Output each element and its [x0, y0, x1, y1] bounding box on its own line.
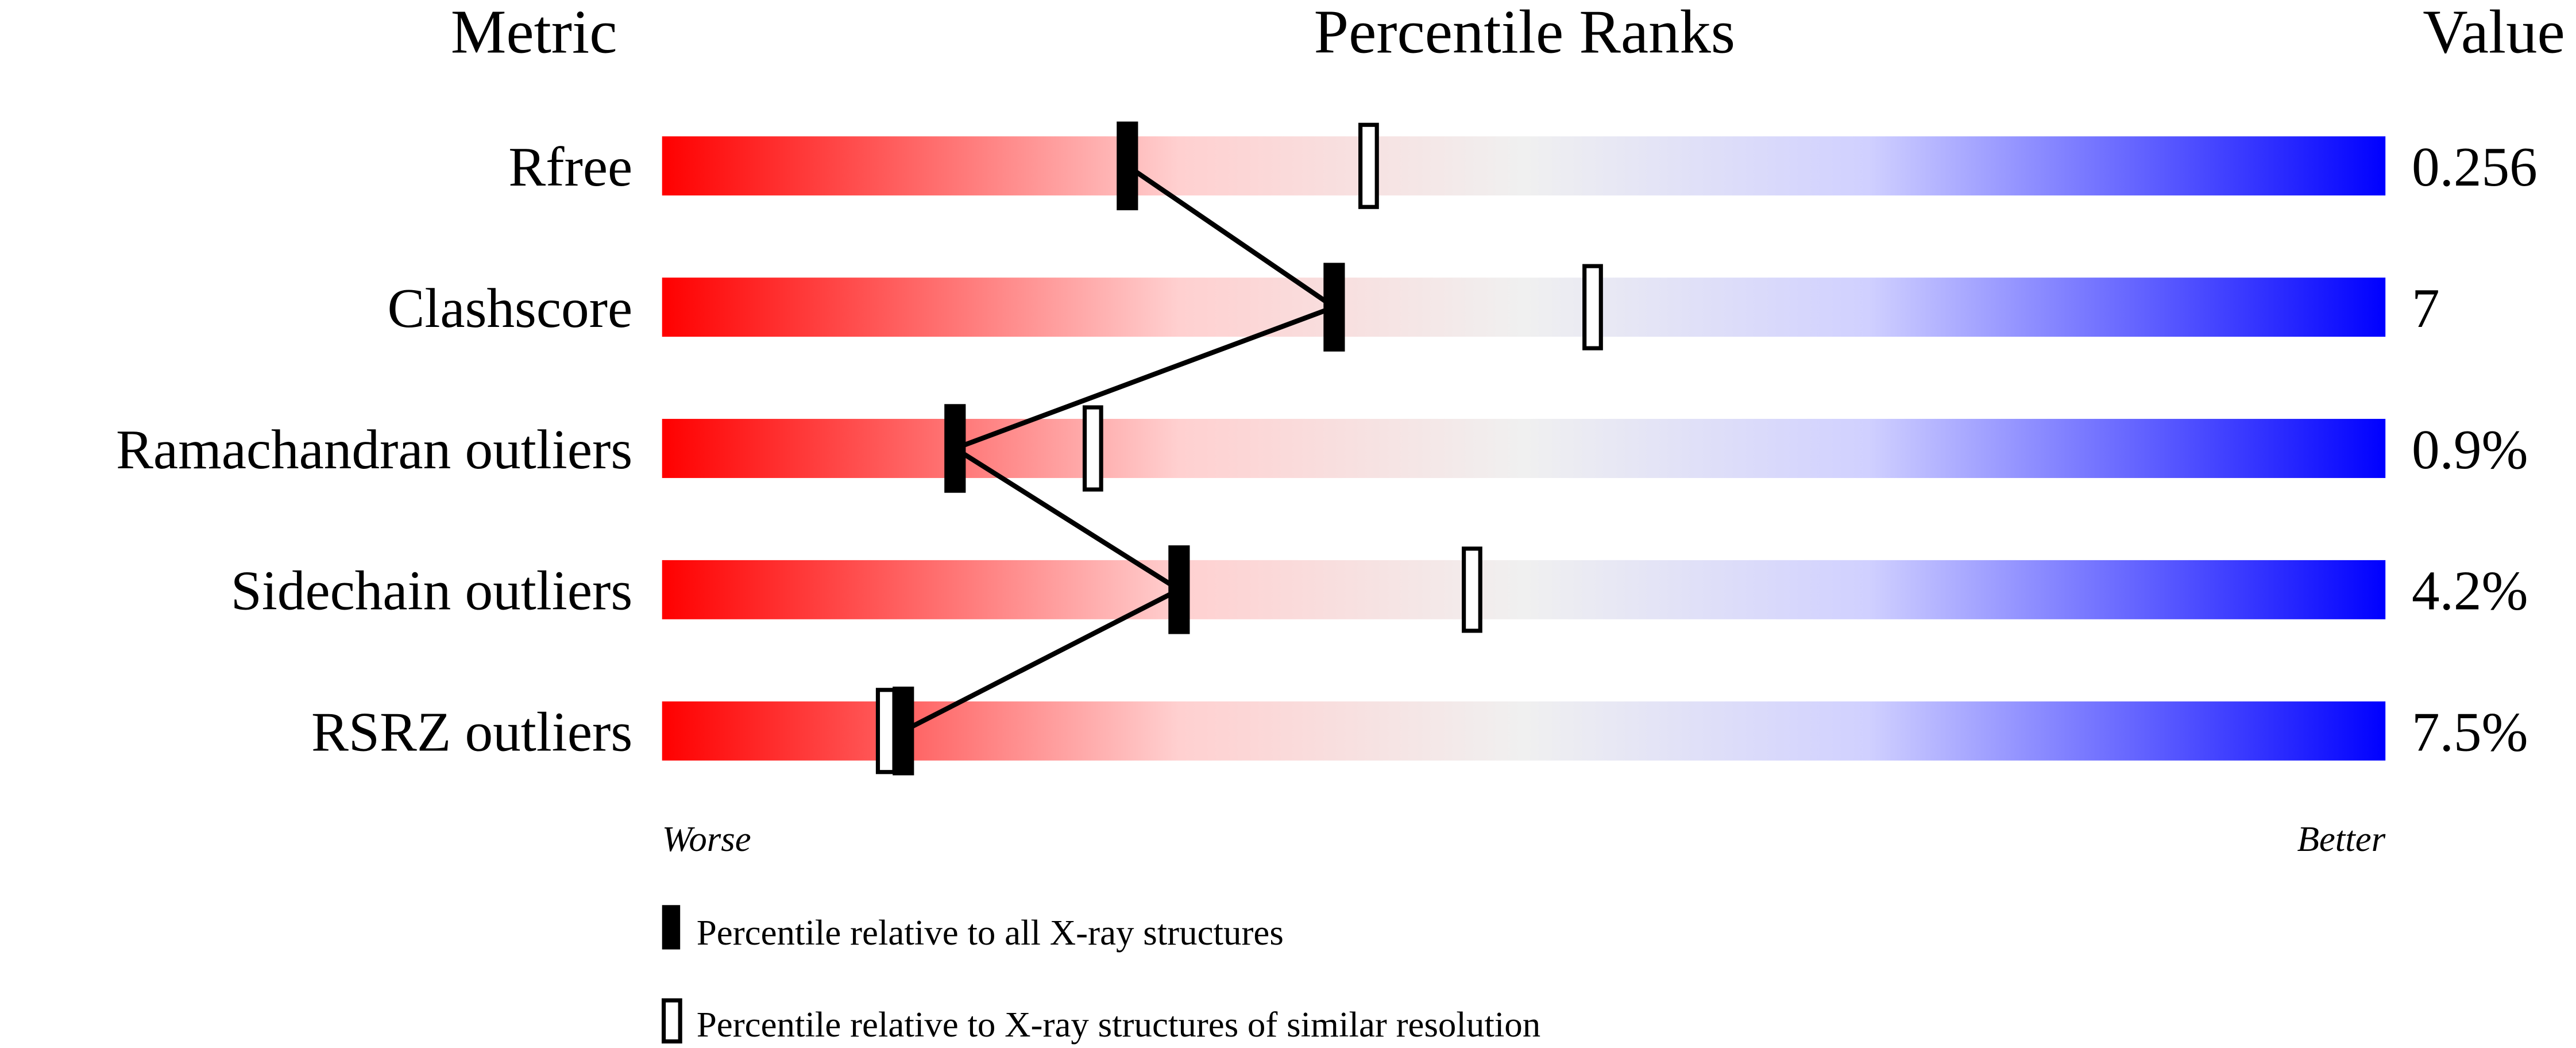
legend-filled-marker	[662, 905, 681, 950]
metric-label: Ramachandran outliers	[116, 419, 632, 481]
marker-similar-resolution	[1358, 122, 1379, 209]
metric-label: Rfree	[508, 136, 632, 198]
metric-value: 4.2%	[2412, 560, 2528, 622]
percentile-bar	[662, 701, 2386, 761]
metric-value: 0.256	[2412, 136, 2538, 198]
axis-label-worse: Worse	[662, 819, 751, 859]
metric-label: RSRZ outliers	[311, 702, 632, 764]
percentile-bar	[662, 136, 2386, 196]
marker-all-structures	[944, 404, 966, 493]
marker-all-structures	[1323, 263, 1345, 352]
percentile-bar	[662, 419, 2386, 478]
legend-open-marker	[661, 998, 682, 1044]
legend-open-label: Percentile relative to X-ray structures …	[697, 1004, 1540, 1045]
header-ranks: Percentile Ranks	[1314, 0, 1735, 66]
marker-all-structures	[1117, 121, 1138, 210]
percentile-bar	[662, 278, 2386, 337]
marker-similar-resolution	[1582, 264, 1603, 350]
marker-all-structures	[893, 687, 914, 776]
percentile-bar	[662, 560, 2386, 619]
metric-label: Sidechain outliers	[231, 560, 632, 622]
header-value: Value	[2423, 0, 2565, 66]
metric-value: 7.5%	[2412, 702, 2528, 764]
marker-similar-resolution	[1462, 546, 1482, 633]
axis-label-better: Better	[2297, 819, 2385, 859]
header-metric: Metric	[451, 0, 617, 66]
legend: Percentile relative to all X-ray structu…	[661, 905, 1540, 1045]
metric-value: 0.9%	[2412, 419, 2528, 481]
metric-label: Clashscore	[388, 278, 633, 340]
marker-similar-resolution	[1082, 405, 1103, 492]
marker-all-structures	[1168, 545, 1190, 634]
marker-similar-resolution	[875, 688, 897, 775]
legend-filled-label: Percentile relative to all X-ray structu…	[697, 912, 1284, 953]
metric-value: 7	[2412, 278, 2440, 340]
